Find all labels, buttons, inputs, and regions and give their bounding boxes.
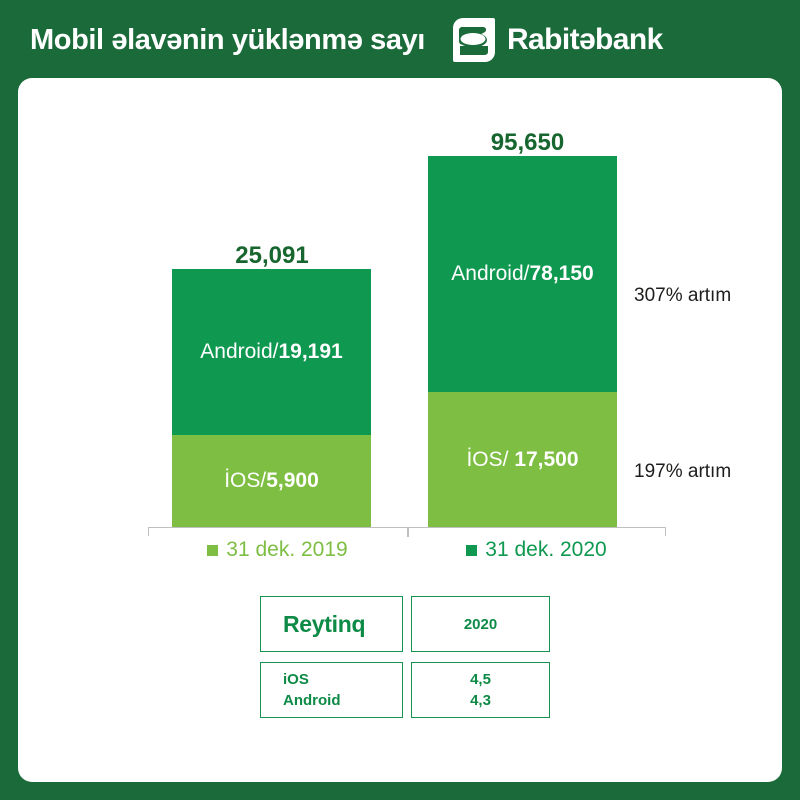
growth-note-android: 307% artım — [634, 285, 732, 306]
rating-table-year-cell: 2020 — [411, 596, 550, 652]
rabitabank-leaf-logo-icon — [452, 18, 495, 62]
rating-table-score-cell: 4,5 4,3 — [411, 662, 550, 718]
brand-name: Rabitəbank — [506, 23, 663, 56]
growth-note-ios: 197% artım — [634, 461, 732, 482]
rating-platform-ios: iOS — [283, 671, 309, 688]
rating-table-platform-cell: iOS Android — [260, 662, 403, 718]
bar-2020-segment-ios[interactable]: İOS/ 17,500 — [428, 392, 617, 527]
rating-platform-android: Android — [283, 692, 341, 709]
rating-table-header-row: Reytinq 2020 — [260, 596, 550, 652]
rating-table-title-cell: Reytinq — [260, 596, 403, 652]
bar-total-label-2019: 25,091 — [235, 242, 309, 269]
legend-label-2019: 31 dek. 2019 — [226, 538, 348, 561]
bar-2020-android-label: Android/78,150 — [451, 262, 594, 285]
legend-item-2020[interactable]: 31 dek. 2020 — [407, 538, 666, 562]
rating-table: Reytinq 2020 iOS Android 4,5 4,3 — [260, 596, 550, 728]
bar-2019[interactable]: Android/19,191 İOS/5,900 — [172, 269, 371, 527]
stacked-bar-chart: 25,091 Android/19,191 İOS/5,900 95,650 A… — [18, 78, 782, 578]
bar-2019-segment-ios[interactable]: İOS/5,900 — [172, 435, 371, 527]
content-card: 25,091 Android/19,191 İOS/5,900 95,650 A… — [18, 78, 782, 782]
rating-table-title: Reytinq — [283, 610, 366, 637]
rating-score-android: 4,3 — [470, 692, 491, 709]
header-bar: Mobil əlavənin yüklənmə sayı Rabitəbank — [0, 0, 800, 80]
chart-axis — [148, 527, 666, 537]
legend-swatch-2019-icon — [207, 544, 219, 556]
bar-2020-ios-label: İOS/ 17,500 — [466, 447, 579, 471]
legend-swatch-2020-icon — [466, 544, 478, 556]
legend-item-2019[interactable]: 31 dek. 2019 — [148, 538, 407, 562]
rating-score-ios: 4,5 — [470, 671, 491, 688]
brand-lockup: Rabitəbank — [452, 18, 663, 62]
bar-2019-android-label: Android/19,191 — [200, 340, 343, 363]
bar-2019-ios-label: İOS/5,900 — [224, 469, 319, 492]
bar-2020[interactable]: Android/78,150 İOS/ 17,500 — [428, 156, 617, 527]
legend-label-2020: 31 dek. 2020 — [485, 538, 607, 561]
rating-table-year: 2020 — [463, 615, 498, 633]
axis-tick-center — [407, 528, 409, 537]
bar-2020-segment-android[interactable]: Android/78,150 — [428, 156, 617, 392]
chart-legend: 31 dek. 2019 31 dek. 2020 — [148, 538, 666, 562]
bar-total-label-2020: 95,650 — [490, 129, 565, 156]
bar-2019-segment-android[interactable]: Android/19,191 — [172, 269, 371, 435]
rating-table-body-row: iOS Android 4,5 4,3 — [260, 662, 550, 718]
page-title: Mobil əlavənin yüklənmə sayı — [30, 23, 425, 56]
